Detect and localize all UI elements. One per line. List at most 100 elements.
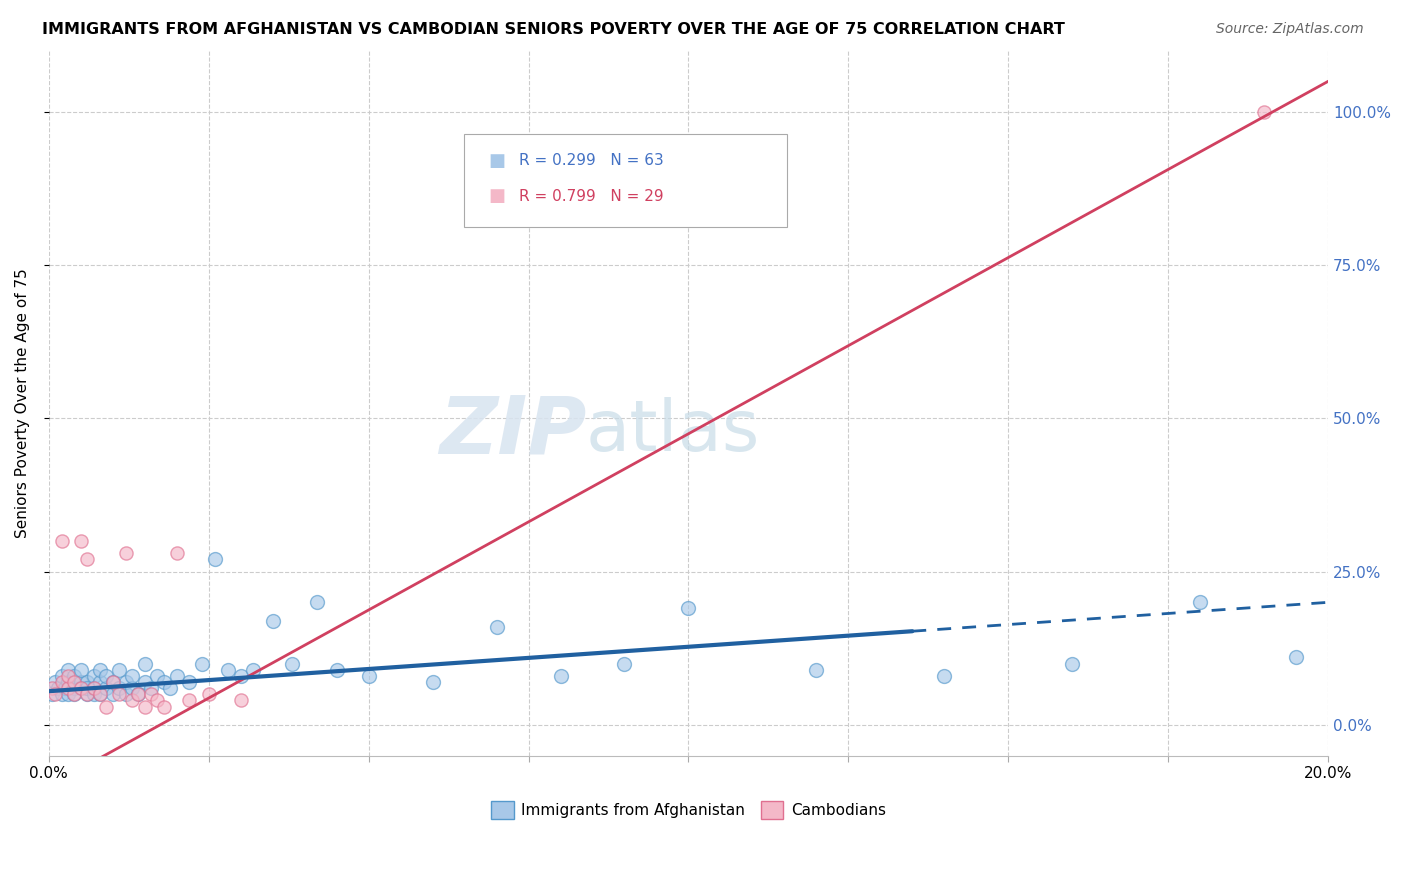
Point [613,657,636,671]
Text: Source: ZipAtlas.com: Source: ZipAtlas.com [1216,22,1364,37]
Point [76,687,98,701]
Point [678,601,700,615]
Point [307,595,329,609]
Point [44,687,66,701]
Text: IMMIGRANTS FROM AFGHANISTAN VS CAMBODIAN SENIORS POVERTY OVER THE AGE OF 75 CORR: IMMIGRANTS FROM AFGHANISTAN VS CAMBODIAN… [42,22,1066,37]
Point [63,687,86,701]
Point [121,669,143,683]
Point [56,681,79,695]
Point [325,663,347,677]
Point [56,669,79,683]
Point [153,675,176,690]
Point [485,620,508,634]
Point [101,675,124,690]
Point [229,669,252,683]
Point [166,546,188,560]
Point [146,693,169,707]
Point [1062,657,1084,671]
Point [89,687,111,701]
Point [76,675,98,690]
Legend: Immigrants from Afghanistan, Cambodians: Immigrants from Afghanistan, Cambodians [485,795,893,825]
Point [69,681,91,695]
Point [422,675,444,690]
Point [127,687,149,701]
Point [134,675,156,690]
Point [44,675,66,690]
Point [159,681,181,695]
Point [166,669,188,683]
Point [114,546,136,560]
Point [56,663,79,677]
Point [114,687,136,701]
Text: atlas: atlas [586,397,761,466]
Text: ZIP: ZIP [439,392,586,470]
Point [550,669,572,683]
Point [262,614,284,628]
Y-axis label: Seniors Poverty Over the Age of 75: Seniors Poverty Over the Age of 75 [15,268,30,538]
Point [121,681,143,695]
Point [63,669,86,683]
Point [146,669,169,683]
Point [69,663,91,677]
Point [56,675,79,690]
Point [76,552,98,566]
Point [204,552,226,566]
Point [76,681,98,695]
Point [197,687,219,701]
Point [229,693,252,707]
Point [51,669,73,683]
Point [806,663,828,677]
Point [83,687,105,701]
Point [46,681,69,695]
Point [1253,105,1275,120]
Point [139,681,162,695]
Point [89,663,111,677]
Point [51,675,73,690]
Point [69,681,91,695]
Text: R = 0.799   N = 29: R = 0.799 N = 29 [519,189,664,203]
Point [63,681,86,695]
Point [127,687,149,701]
Point [1189,595,1212,609]
Point [108,663,131,677]
Point [134,699,156,714]
Point [1285,650,1308,665]
Point [179,675,201,690]
Point [83,669,105,683]
Point [242,663,264,677]
Point [89,675,111,690]
Point [217,663,239,677]
Point [63,687,86,701]
Point [41,687,63,701]
Point [139,687,162,701]
Point [96,681,118,695]
Point [96,669,118,683]
Point [51,687,73,701]
Point [41,681,63,695]
Point [101,687,124,701]
Point [281,657,304,671]
Text: R = 0.299   N = 63: R = 0.299 N = 63 [519,153,664,168]
Point [121,693,143,707]
Point [934,669,956,683]
Point [83,681,105,695]
Point [53,681,76,695]
Point [69,675,91,690]
Point [357,669,380,683]
Point [134,657,156,671]
Point [101,675,124,690]
Point [153,699,176,714]
Point [51,534,73,549]
Point [63,675,86,690]
Point [191,657,214,671]
Point [89,687,111,701]
Point [76,687,98,701]
Point [179,693,201,707]
Point [96,699,118,714]
Point [114,675,136,690]
Text: ■: ■ [488,152,505,169]
Point [56,687,79,701]
Text: ■: ■ [488,187,505,205]
Point [108,681,131,695]
Point [69,534,91,549]
